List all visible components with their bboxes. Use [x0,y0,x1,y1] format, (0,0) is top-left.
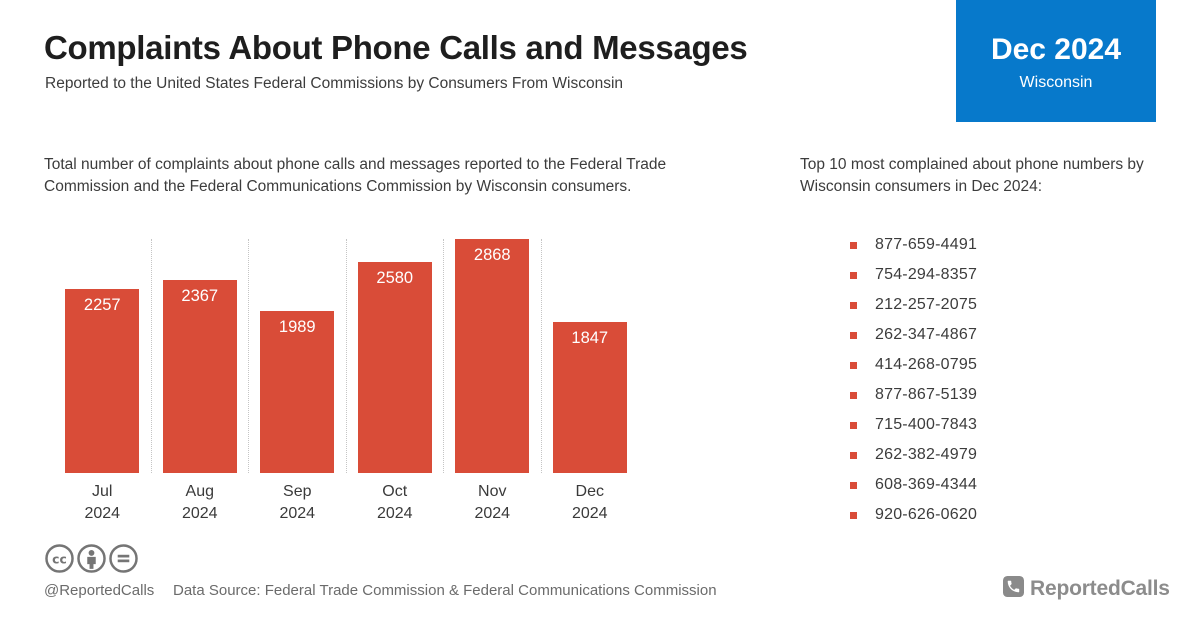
square-bullet-icon [850,241,857,249]
phone-number-item: 715-400-7843 [850,410,977,440]
badge-period: Dec 2024 [990,32,1122,66]
bar-value-label: 2257 [83,296,121,314]
square-bullet-icon [850,451,857,459]
svg-text:cc: cc [52,551,67,566]
phone-number: 414-268-0795 [875,356,978,373]
chart-column: 1989 Sep 2024 [249,239,347,522]
square-bullet-icon [850,511,857,519]
page-subtitle: Reported to the United States Federal Co… [45,75,624,92]
square-bullet-icon [850,301,857,309]
bar-chart: 2257 Jul 2024 2367 Aug 2024 1989 Sep 2024 2580 Oct… [54,239,639,522]
bar: 2580 [357,262,432,473]
phone-number: 877-867-5139 [875,386,978,403]
bar-value-label: 1847 [571,329,609,347]
bar: 1847 [552,322,627,473]
phone-number-list: 877-659-4491 754-294-8357 212-257-2075 262-… [850,230,977,530]
top-numbers-heading: Top 10 most complained about phone numbe… [800,156,1144,195]
phone-number: 754-294-8357 [875,266,978,283]
phone-icon [1003,576,1024,602]
license-badges: cc [44,543,139,574]
chart-column: 2868 Nov 2024 [444,239,542,522]
phone-number: 212-257-2075 [875,296,978,313]
bar-category-label: Aug 2024 [181,483,218,522]
period-badge: Dec 2024 Wisconsin [956,0,1156,122]
chart-column: 2367 Aug 2024 [152,239,249,522]
phone-number-item: 262-347-4867 [850,320,977,350]
bar: 2868 [455,239,530,473]
phone-number: 920-626-0620 [875,506,978,523]
phone-number-item: 414-268-0795 [850,350,977,380]
phone-number-item: 754-294-8357 [850,260,977,290]
bar-value-label: 2868 [473,246,511,264]
no-derivatives-icon [108,543,139,574]
phone-number-item: 212-257-2075 [850,290,977,320]
square-bullet-icon [850,481,857,489]
bar: 2367 [162,280,237,473]
bar-value-label: 1989 [278,318,316,336]
phone-number: 608-369-4344 [875,476,978,493]
bar: 1989 [260,311,335,473]
chart-column: 1847 Dec 2024 [542,239,639,522]
phone-number-item: 877-867-5139 [850,380,977,410]
phone-number: 262-347-4867 [875,326,978,343]
logo-text: ReportedCalls [1030,577,1170,600]
chart-column: 2257 Jul 2024 [54,239,152,522]
bar: 2257 [65,289,140,473]
social-handle: @ReportedCalls [44,582,155,599]
bar-category-label: Dec 2024 [571,483,608,522]
phone-number: 715-400-7843 [875,416,978,433]
bar-value-label: 2580 [376,269,414,287]
reportedcalls-logo: ReportedCalls [1003,576,1170,602]
square-bullet-icon [850,331,857,339]
chart-description: Total number of complaints about phone c… [44,156,667,195]
chart-column: 2580 Oct 2024 [347,239,444,522]
square-bullet-icon [850,271,857,279]
bar-category-label: Oct 2024 [376,483,413,522]
bar-value-label: 2367 [181,287,219,305]
badge-region: Wisconsin [1019,73,1093,91]
bar-category-label: Jul 2024 [84,483,121,522]
phone-number-item: 920-626-0620 [850,500,977,530]
phone-number: 877-659-4491 [875,236,978,253]
square-bullet-icon [850,421,857,429]
page-title: Complaints About Phone Calls and Message… [44,29,748,66]
bar-category-label: Sep 2024 [279,483,316,522]
data-source-text: Data Source: Federal Trade Commission & … [173,582,717,599]
phone-number-item: 608-369-4344 [850,470,977,500]
square-bullet-icon [850,361,857,369]
bar-category-label: Nov 2024 [474,483,511,522]
phone-number: 262-382-4979 [875,446,978,463]
phone-number-item: 262-382-4979 [850,440,977,470]
phone-number-item: 877-659-4491 [850,230,977,260]
cc-icon: cc [44,543,75,574]
attribution-icon [76,543,107,574]
square-bullet-icon [850,391,857,399]
